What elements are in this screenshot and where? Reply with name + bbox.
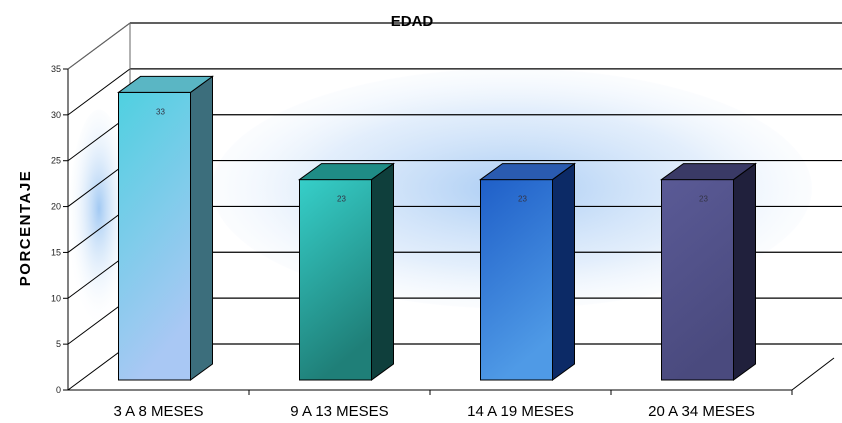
bars: 33 23 23 23 [116, 75, 758, 381]
bar: 33 [116, 75, 215, 381]
y-tick-label: 35 [51, 64, 61, 74]
y-tick-label: 10 [51, 293, 61, 303]
x-tick-label: 20 A 34 MESES [648, 403, 755, 420]
bar-side [733, 162, 756, 381]
x-tick-label: 9 A 13 MESES [290, 403, 388, 420]
chart-title: EDAD [391, 13, 434, 30]
y-tick-label: 20 [51, 202, 61, 212]
side-wall-glow [69, 109, 129, 330]
bar-side [190, 75, 213, 381]
bar: 23 [659, 162, 758, 381]
bar-front [661, 179, 734, 381]
y-axis-label: PORCENTAJE [17, 170, 34, 286]
y-tick-label: 15 [51, 247, 61, 257]
bar: 23 [297, 162, 396, 381]
bar-value-label: 33 [156, 107, 165, 116]
y-tick-label: 25 [51, 156, 61, 166]
bar: 23 [478, 162, 577, 381]
bar-value-label: 23 [699, 195, 708, 204]
bar-top [116, 75, 215, 93]
floor-right-edge [791, 357, 835, 391]
bar-top [478, 163, 577, 181]
y-tick-label: 0 [56, 385, 61, 395]
bar-value-label: 23 [518, 195, 527, 204]
bar-front [299, 179, 372, 381]
y-tick-label: 30 [51, 110, 61, 120]
x-tick-label: 3 A 8 MESES [113, 403, 203, 420]
bar-top [659, 163, 758, 181]
bar-side [371, 162, 394, 381]
gridline-side [67, 68, 131, 116]
bar-front [118, 91, 191, 381]
bar-front [480, 179, 553, 381]
bar-top [297, 163, 396, 181]
side-wall-top-edge [67, 22, 131, 70]
bar-side [552, 162, 575, 381]
x-tick-label: 14 A 19 MESES [467, 403, 574, 420]
labels: EDAD PORCENTAJE 3 A 8 MESES 9 A 13 MESES 1… [17, 13, 755, 420]
y-tick-label: 5 [56, 339, 61, 349]
bar-value-label: 23 [337, 195, 346, 204]
